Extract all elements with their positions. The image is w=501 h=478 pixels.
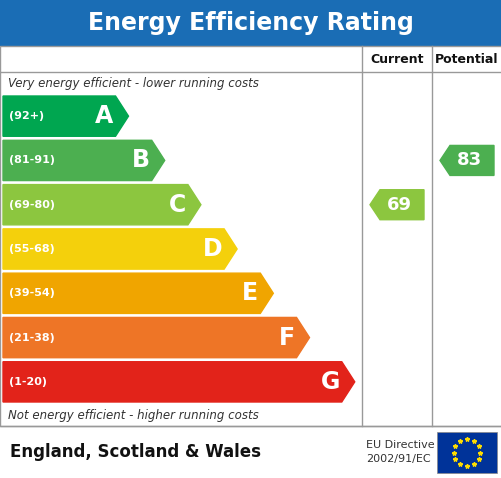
Polygon shape — [439, 145, 493, 175]
Text: (69-80): (69-80) — [9, 200, 55, 210]
Text: (1-20): (1-20) — [9, 377, 47, 387]
Text: E: E — [241, 281, 258, 305]
Bar — [0, 46, 501, 426]
Polygon shape — [3, 317, 309, 358]
Text: 2002/91/EC: 2002/91/EC — [365, 454, 430, 464]
Text: 83: 83 — [456, 152, 481, 169]
Text: EU Directive: EU Directive — [365, 440, 434, 450]
Text: (39-54): (39-54) — [9, 288, 55, 298]
Text: 69: 69 — [386, 196, 411, 214]
Text: England, Scotland & Wales: England, Scotland & Wales — [10, 443, 261, 461]
Polygon shape — [3, 362, 354, 402]
Polygon shape — [3, 273, 273, 314]
Text: Current: Current — [370, 53, 423, 65]
Bar — [0, 0, 501, 46]
Text: B: B — [131, 149, 149, 173]
Text: A: A — [95, 104, 113, 128]
Polygon shape — [3, 140, 164, 181]
Text: D: D — [202, 237, 221, 261]
Text: C: C — [168, 193, 185, 217]
Text: (92+): (92+) — [9, 111, 44, 121]
Text: Energy Efficiency Rating: Energy Efficiency Rating — [88, 11, 413, 35]
Text: Not energy efficient - higher running costs: Not energy efficient - higher running co… — [8, 409, 258, 422]
Polygon shape — [3, 96, 128, 136]
Text: F: F — [278, 326, 294, 349]
Text: Potential: Potential — [434, 53, 498, 65]
Polygon shape — [3, 185, 200, 225]
Text: (81-91): (81-91) — [9, 155, 55, 165]
Polygon shape — [369, 190, 423, 220]
Text: Very energy efficient - lower running costs: Very energy efficient - lower running co… — [8, 76, 259, 89]
Text: (55-68): (55-68) — [9, 244, 55, 254]
Bar — [436, 432, 496, 473]
Polygon shape — [3, 229, 236, 269]
Text: G: G — [320, 370, 339, 394]
Text: (21-38): (21-38) — [9, 333, 55, 343]
